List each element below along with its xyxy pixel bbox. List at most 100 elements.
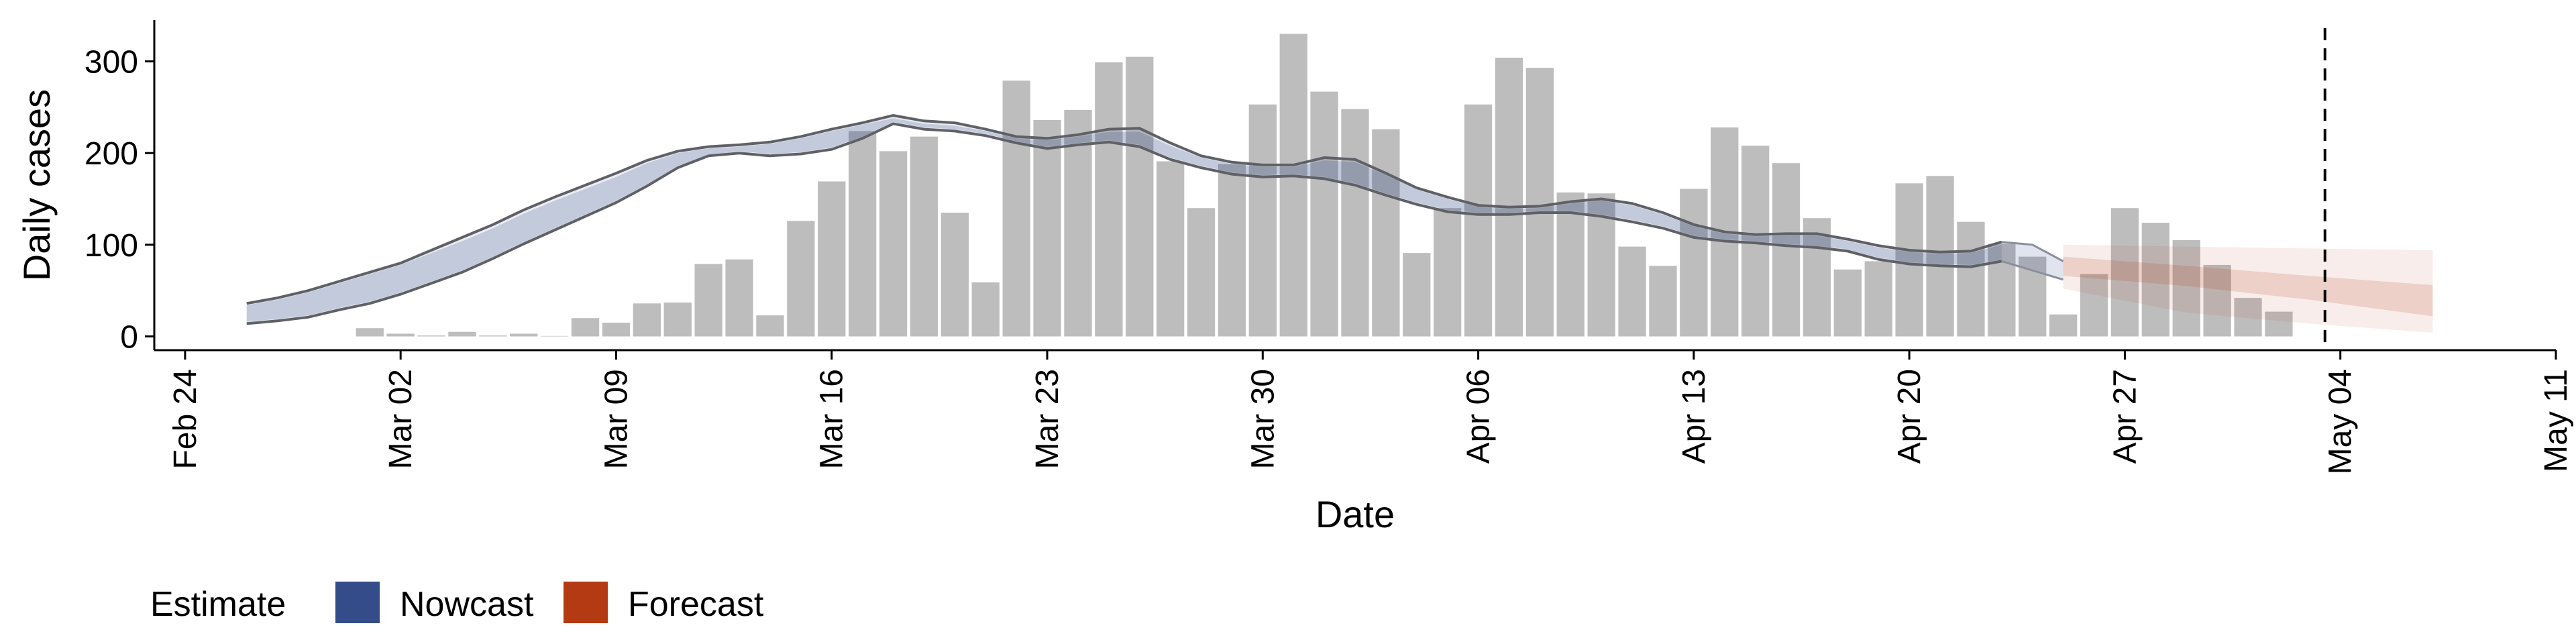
- x-tick-label-0: Feb 24: [168, 369, 203, 469]
- bar-day-32: [1157, 161, 1185, 337]
- bar-day-33: [1187, 208, 1216, 337]
- x-tick-label-63: Apr 27: [2107, 369, 2143, 464]
- bar-day-18: [725, 259, 753, 337]
- nowcast-upper-line: [246, 114, 2002, 305]
- y-axis-ticks: 0 100 200 300: [85, 45, 154, 356]
- bar-day-38: [1341, 109, 1369, 337]
- bar-day-67: [2234, 298, 2262, 337]
- legend-entries: Nowcast Forecast: [335, 582, 764, 624]
- bar-day-52: [1772, 163, 1801, 337]
- bar-day-45: [1556, 192, 1585, 337]
- bar-day-10: [479, 335, 507, 337]
- bar-day-26: [971, 282, 1000, 337]
- forecast-series: [2063, 244, 2433, 333]
- legend-swatch-nowcast: [335, 582, 380, 623]
- bar-day-68: [2265, 311, 2293, 337]
- bar-day-28: [1033, 120, 1061, 337]
- bar-day-8: [417, 335, 445, 337]
- bar-day-13: [571, 318, 600, 337]
- x-tick-label-35: Mar 30: [1245, 369, 1281, 469]
- legend-label-forecast: Forecast: [628, 585, 764, 624]
- bar-day-15: [633, 303, 661, 337]
- bar-day-56: [1895, 183, 1923, 337]
- legend-swatch-forecast: [564, 582, 608, 623]
- bar-day-43: [1495, 58, 1523, 337]
- forecast-outer-band: [2063, 244, 2433, 333]
- bar-day-41: [1434, 208, 1462, 337]
- bar-day-61: [2049, 314, 2078, 337]
- bar-day-47: [1618, 246, 1646, 337]
- daily-cases-bars: [356, 34, 2293, 337]
- bar-day-35: [1248, 104, 1277, 337]
- bar-day-30: [1095, 62, 1123, 337]
- y-axis-title: Daily cases: [15, 89, 58, 281]
- x-tick-label-21: Mar 16: [814, 369, 850, 469]
- bar-day-39: [1372, 129, 1400, 337]
- nowcast-outer-band: [246, 115, 2002, 324]
- bar-day-24: [910, 136, 938, 337]
- bar-day-49: [1680, 189, 1708, 337]
- nowcast-series: [246, 114, 2064, 325]
- bar-day-21: [818, 181, 846, 337]
- bar-day-40: [1403, 253, 1431, 337]
- bar-day-63: [2110, 208, 2139, 337]
- x-tick-label-42: Apr 06: [1461, 369, 1497, 464]
- bar-day-55: [1864, 261, 1892, 337]
- bar-day-11: [510, 333, 538, 337]
- bar-day-64: [2141, 223, 2169, 337]
- bar-day-19: [756, 315, 784, 337]
- x-tick-label-7: Mar 02: [383, 369, 419, 469]
- bar-day-20: [787, 221, 815, 337]
- bar-day-37: [1310, 91, 1338, 337]
- bar-day-25: [941, 213, 969, 337]
- bar-day-22: [849, 131, 877, 337]
- x-axis-title: Date: [1316, 493, 1395, 535]
- nowcast-lower-line: [246, 122, 2002, 325]
- x-tick-label-14: Mar 09: [598, 369, 634, 469]
- bar-day-31: [1126, 56, 1154, 337]
- bar-day-58: [1957, 221, 1985, 337]
- x-tick-label-56: Apr 20: [1892, 369, 1927, 464]
- y-tick-label-300: 300: [85, 45, 138, 80]
- legend: Estimate Nowcast Forecast: [150, 582, 764, 624]
- bar-day-6: [356, 328, 384, 337]
- bar-day-48: [1649, 266, 1677, 337]
- x-tick-label-28: Mar 23: [1030, 369, 1065, 469]
- bar-day-57: [1926, 176, 1954, 337]
- bar-day-17: [694, 264, 722, 337]
- y-tick-label-200: 200: [85, 136, 138, 172]
- nowcast-extension-lower-line: [2001, 260, 2064, 281]
- bar-day-34: [1218, 164, 1246, 337]
- x-tick-label-77: May 11: [2538, 369, 2574, 472]
- legend-title: Estimate: [150, 585, 286, 624]
- bar-day-12: [541, 335, 569, 337]
- x-tick-label-49: Apr 13: [1676, 369, 1712, 464]
- legend-label-nowcast: Nowcast: [400, 585, 534, 624]
- y-tick-label-100: 100: [85, 228, 138, 264]
- bar-day-65: [2172, 240, 2200, 337]
- bar-day-7: [386, 333, 415, 337]
- nowcast-inner-band: [246, 118, 2002, 322]
- nowcast-extension-upper-line: [2001, 241, 2064, 262]
- bar-day-36: [1279, 34, 1307, 337]
- bar-day-42: [1464, 104, 1493, 337]
- forecast-inner-band: [2063, 256, 2433, 317]
- x-axis-ticks: Feb 24 Mar 02 Mar 09 Mar 16 Mar 23 Mar 30 Apr …: [168, 350, 2574, 474]
- bar-day-9: [448, 331, 476, 337]
- bar-day-44: [1525, 68, 1554, 337]
- axes: 0 100 200 300 Feb 24 Mar 02 Mar 09 Mar 16 Mar 2…: [85, 20, 2574, 474]
- bar-day-53: [1803, 218, 1831, 337]
- bar-day-66: [2203, 264, 2231, 337]
- bar-day-16: [663, 302, 692, 337]
- bar-day-27: [1002, 80, 1030, 337]
- nowcast-extension-band: [2001, 241, 2063, 280]
- bar-day-59: [1988, 244, 2016, 337]
- bar-day-23: [879, 151, 908, 337]
- y-tick-label-0: 0: [120, 320, 138, 356]
- bar-day-14: [602, 323, 631, 337]
- bar-day-29: [1064, 109, 1092, 337]
- x-tick-label-70: May 04: [2323, 369, 2359, 474]
- bar-day-62: [2080, 274, 2108, 337]
- bar-day-54: [1833, 269, 1862, 337]
